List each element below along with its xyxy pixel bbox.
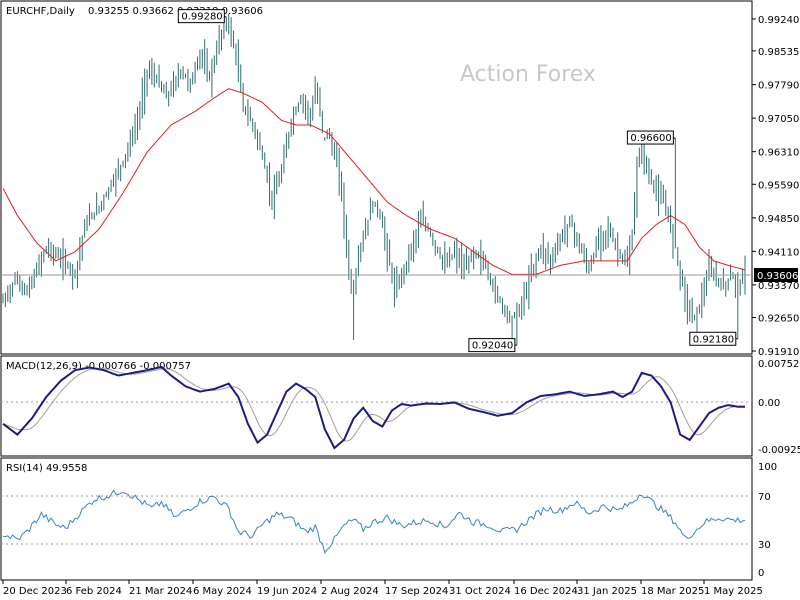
- x-tick-label: 6 Feb 2024: [66, 586, 122, 597]
- x-tick-label: 18 Mar 2025: [641, 586, 704, 597]
- x-tick-label: 19 Jun 2024: [257, 586, 317, 597]
- price-tick-label: 0.97790: [758, 81, 799, 92]
- price-tick-label: 0.94850: [758, 214, 799, 225]
- annotation-box: [689, 331, 737, 346]
- annotation-box: [468, 338, 516, 353]
- annotation-label: 0.96600: [630, 133, 671, 144]
- rsi-panel: [0, 457, 753, 581]
- price-tick-label: 0.99240: [758, 15, 799, 26]
- macd-tick-bottom: -0.009252: [758, 445, 800, 456]
- x-tick-label: 17 Sep 2024: [385, 586, 448, 597]
- price-tick-label: 0.96310: [758, 148, 799, 159]
- rsi-tick-0: 0: [758, 568, 764, 579]
- price-tick-label: 0.94110: [758, 247, 799, 258]
- main-panel: [0, 0, 753, 355]
- annotation-label: 0.92180: [693, 334, 734, 345]
- moving-average-line: [2, 88, 746, 275]
- price-tick-label: 0.98535: [758, 47, 799, 58]
- symbol-label: EURCHF,Daily: [6, 6, 75, 17]
- x-tick-label: 31 Jan 2025: [577, 586, 637, 597]
- annotation-box: [626, 130, 674, 145]
- x-tick-label: 16 Dec 2024: [514, 586, 578, 597]
- rsi-tick-70: 70: [758, 492, 771, 503]
- rsi-tick-100: 100: [758, 462, 777, 473]
- rsi-label: RSI(14) 49.9558: [6, 463, 87, 474]
- macd-tick-zero: 0.00: [758, 398, 780, 409]
- watermark: Action Forex: [460, 62, 596, 87]
- rsi-tick-30: 30: [758, 540, 771, 551]
- price-tick-label: 0.91910: [758, 347, 799, 358]
- x-tick-label: 2 Aug 2024: [321, 586, 379, 597]
- macd-tick-top: 0.007526: [758, 359, 800, 370]
- rsi-line: [2, 489, 746, 554]
- current-price-box: [754, 268, 798, 282]
- x-tick-label: 31 Oct 2024: [449, 586, 511, 597]
- price-tick-label: 0.93370: [758, 281, 799, 292]
- x-tick-label: 6 May 2024: [193, 586, 252, 597]
- macd-line: [2, 365, 745, 450]
- current-price-label: 0.93606: [757, 271, 798, 282]
- ohlc-label: 0.93255 0.93662 0.93218 0.93606: [88, 6, 263, 17]
- macd-label: MACD(12,26,9) -0.000766 -0.000757: [6, 361, 191, 372]
- x-tick-label: 1 May 2025: [704, 586, 763, 597]
- macd-panel: [0, 355, 753, 457]
- annotation-box: [177, 9, 225, 24]
- price-tick-label: 0.95590: [758, 180, 799, 191]
- x-tick-label: 21 Mar 2024: [129, 586, 192, 597]
- price-tick-label: 0.92650: [758, 313, 799, 324]
- annotation-label: 0.99280: [181, 12, 222, 23]
- x-tick-label: 20 Dec 2023: [3, 586, 67, 597]
- annotation-label: 0.92040: [472, 341, 513, 352]
- price-tick-label: 0.97050: [758, 114, 799, 125]
